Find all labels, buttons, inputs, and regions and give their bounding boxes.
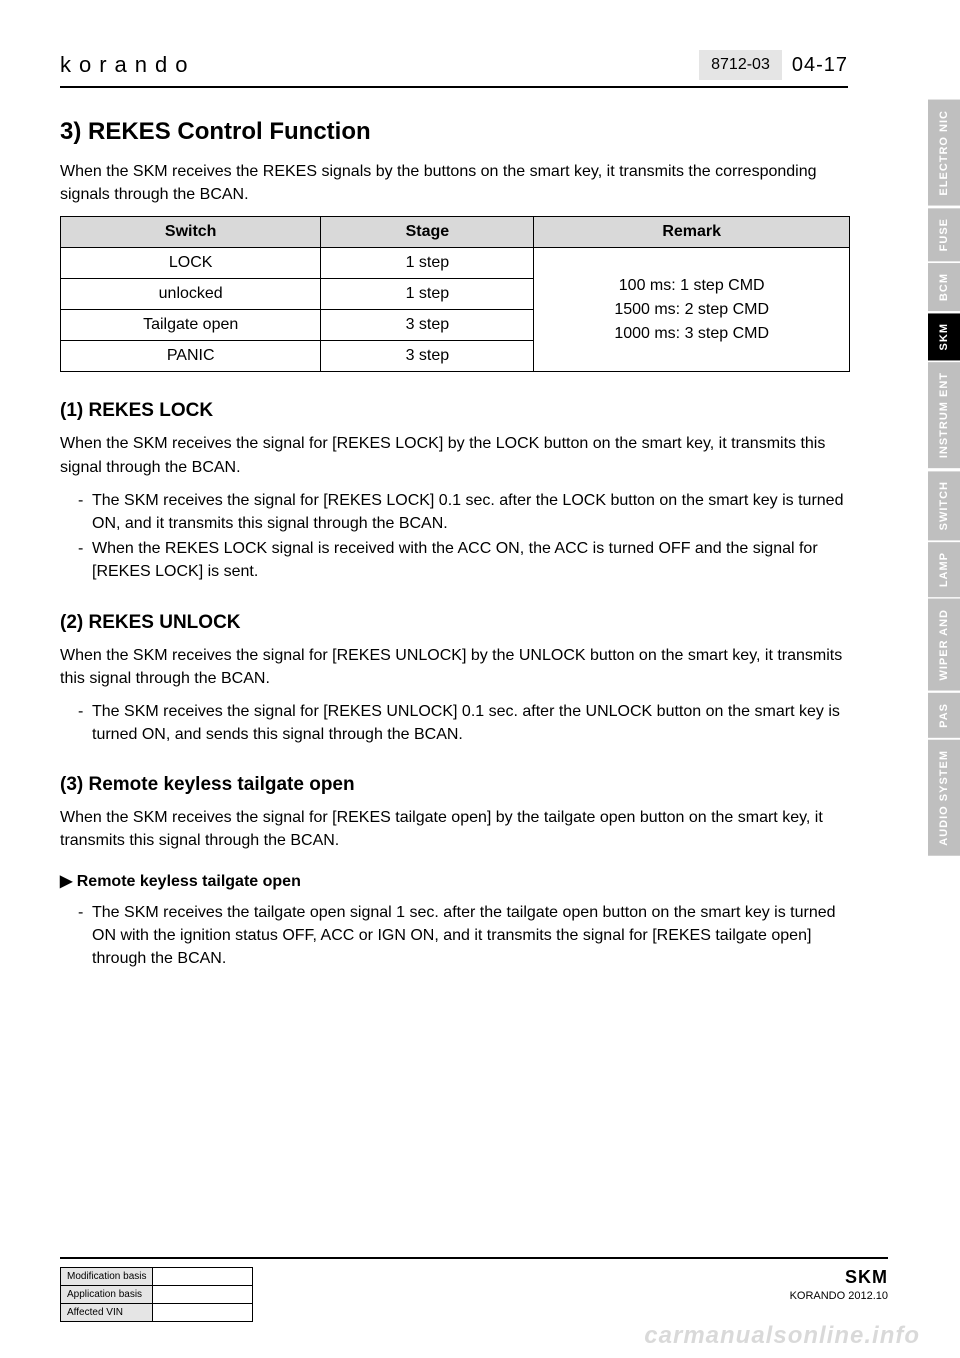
tab-electronic[interactable]: ELECTRO NIC	[928, 100, 960, 206]
table-row: Modification basis	[61, 1268, 253, 1286]
header-right: 8712-03 04-17	[699, 50, 848, 80]
cell-stage: 3 step	[321, 310, 534, 341]
table-row: Affected VIN	[61, 1304, 253, 1322]
tab-skm[interactable]: SKM	[928, 313, 960, 360]
tab-pas[interactable]: PAS	[928, 693, 960, 738]
mod-label: Modification basis	[61, 1268, 153, 1286]
remark-line: 1000 ms: 3 step CMD	[614, 325, 769, 342]
footer-right: SKM KORANDO 2012.10	[790, 1267, 888, 1302]
cell-stage: 3 step	[321, 341, 534, 372]
remark-line: 1500 ms: 2 step CMD	[614, 301, 769, 318]
bullet-list: The SKM receives the tailgate open signa…	[60, 901, 850, 971]
page-number: 04-17	[792, 54, 848, 77]
mod-label: Affected VIN	[61, 1304, 153, 1322]
mod-value	[153, 1304, 253, 1322]
cell-stage: 1 step	[321, 279, 534, 310]
signal-table: Switch Stage Remark LOCK 1 step 100 ms: …	[60, 216, 850, 372]
mod-value	[153, 1268, 253, 1286]
col-switch: Switch	[61, 217, 321, 248]
tab-bcm[interactable]: BCM	[928, 263, 960, 311]
tab-audio[interactable]: AUDIO SYSTEM	[928, 740, 960, 856]
table-row: Application basis	[61, 1286, 253, 1304]
bullet-list: The SKM receives the signal for [REKES U…	[60, 700, 850, 746]
side-tabs: ELECTRO NIC FUSE BCM SKM INSTRUM ENT SWI…	[928, 100, 960, 855]
subsection-intro: When the SKM receives the signal for [RE…	[60, 432, 850, 478]
page-footer: Modification basis Application basis Aff…	[60, 1257, 888, 1322]
footer-section-code: SKM	[790, 1267, 888, 1288]
cell-switch: PANIC	[61, 341, 321, 372]
subsection-intro: When the SKM receives the signal for [RE…	[60, 806, 850, 852]
tab-instrument[interactable]: INSTRUM ENT	[928, 362, 960, 468]
subsection-title: (1) REKES LOCK	[60, 400, 850, 422]
cell-switch: unlocked	[61, 279, 321, 310]
sub-sub-title: ▶ Remote keyless tailgate open	[60, 871, 850, 891]
cell-switch: LOCK	[61, 248, 321, 279]
modification-table: Modification basis Application basis Aff…	[60, 1267, 253, 1322]
tab-switch[interactable]: SWITCH	[928, 471, 960, 540]
section-intro: When the SKM receives the REKES signals …	[60, 160, 850, 206]
watermark: carmanualsonline.info	[644, 1322, 920, 1350]
tab-wiper[interactable]: WIPER AND	[928, 599, 960, 691]
remark-line: 100 ms: 1 step CMD	[619, 277, 765, 294]
doc-code: 8712-03	[699, 50, 782, 80]
list-item: When the REKES LOCK signal is received w…	[78, 537, 850, 583]
cell-stage: 1 step	[321, 248, 534, 279]
page-content: 3) REKES Control Function When the SKM r…	[60, 118, 850, 970]
brand-logo: korando	[60, 52, 196, 78]
cell-switch: Tailgate open	[61, 310, 321, 341]
tab-lamp[interactable]: LAMP	[928, 542, 960, 597]
list-item: The SKM receives the signal for [REKES U…	[78, 700, 850, 746]
mod-label: Application basis	[61, 1286, 153, 1304]
bullet-list: The SKM receives the signal for [REKES L…	[60, 489, 850, 584]
table-header-row: Switch Stage Remark	[61, 217, 850, 248]
page-header: korando 8712-03 04-17	[60, 50, 848, 88]
subsection-intro: When the SKM receives the signal for [RE…	[60, 644, 850, 690]
list-item: The SKM receives the signal for [REKES L…	[78, 489, 850, 535]
section-title: 3) REKES Control Function	[60, 118, 850, 146]
mod-value	[153, 1286, 253, 1304]
subsection-title: (2) REKES UNLOCK	[60, 612, 850, 634]
subsection-title: (3) Remote keyless tailgate open	[60, 774, 850, 796]
col-remark: Remark	[534, 217, 850, 248]
col-stage: Stage	[321, 217, 534, 248]
tab-fuse[interactable]: FUSE	[928, 208, 960, 261]
footer-model: KORANDO 2012.10	[790, 1290, 888, 1302]
table-row: LOCK 1 step 100 ms: 1 step CMD 1500 ms: …	[61, 248, 850, 279]
cell-remark: 100 ms: 1 step CMD 1500 ms: 2 step CMD 1…	[534, 248, 850, 372]
list-item: The SKM receives the tailgate open signa…	[78, 901, 850, 971]
